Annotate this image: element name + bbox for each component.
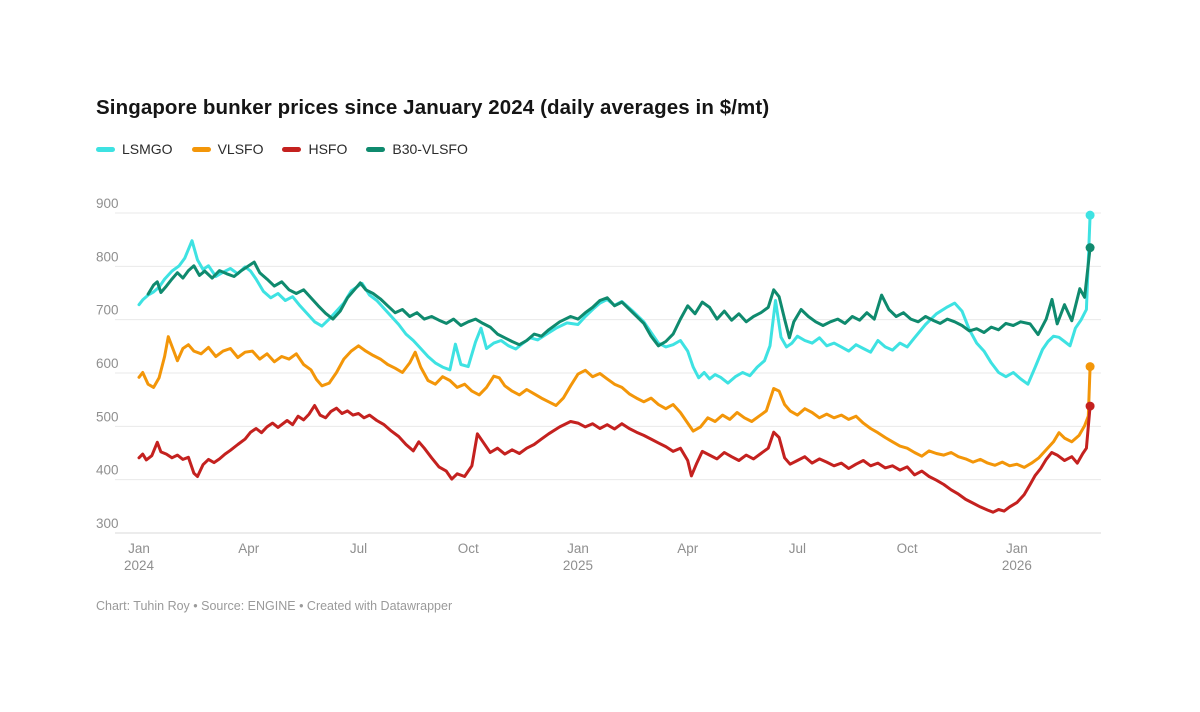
- legend-swatch-icon: [366, 146, 386, 152]
- x-tick-label-Jul: Jul: [789, 541, 806, 556]
- legend-swatch-icon: [96, 146, 115, 152]
- x-tick-year-2026: 2026: [1002, 558, 1032, 573]
- y-tick-label-600: 600: [96, 356, 119, 371]
- legend-item-lsmgo: LSMGO: [96, 141, 173, 157]
- series-line-LSMGO: [137, 213, 1092, 386]
- series-endpoint-B30-VLSFO: [1085, 243, 1095, 253]
- legend-label: B30-VLSFO: [392, 141, 468, 157]
- x-tick-label-Jan2024: Jan: [128, 541, 150, 556]
- x-tick-label-Oct: Oct: [458, 541, 479, 556]
- legend-item-hsfo: HSFO: [282, 141, 347, 157]
- series-line-B30-VLSFO: [146, 246, 1092, 348]
- series-line-VLSFO: [137, 335, 1092, 469]
- x-tick-label-Apr: Apr: [677, 541, 699, 556]
- x-tick-label-Apr: Apr: [238, 541, 260, 556]
- legend-item-b30-vlsfo: B30-VLSFO: [366, 141, 468, 157]
- y-tick-label-800: 800: [96, 249, 119, 264]
- y-tick-label-900: 900: [96, 196, 119, 211]
- series-endpoint-HSFO: [1085, 401, 1095, 411]
- legend-swatch-icon: [191, 146, 211, 152]
- chart-title: Singapore bunker prices since January 20…: [96, 96, 770, 119]
- series-endpoint-VLSFO: [1085, 362, 1095, 372]
- y-tick-label-700: 700: [96, 303, 119, 318]
- x-tick-label-Jul: Jul: [350, 541, 367, 556]
- chart-legend: LSMGO VLSFO HSFO B30-VLSFO: [96, 141, 468, 157]
- x-tick-label-Jan2025: Jan: [567, 541, 589, 556]
- y-tick-label-500: 500: [96, 409, 119, 424]
- legend-item-vlsfo: VLSFO: [191, 141, 264, 157]
- x-tick-label-Jan2026: Jan: [1006, 541, 1028, 556]
- x-tick-year-2025: 2025: [563, 558, 593, 573]
- legend-label: HSFO: [308, 141, 348, 157]
- series-endpoint-LSMGO: [1085, 210, 1095, 220]
- legend-label: LSMGO: [122, 141, 173, 157]
- series-line-HSFO: [137, 404, 1092, 514]
- x-tick-label-Oct: Oct: [897, 541, 918, 556]
- y-tick-label-400: 400: [96, 463, 119, 478]
- legend-swatch-icon: [282, 146, 302, 152]
- x-tick-year-2024: 2024: [124, 558, 155, 573]
- chart-byline: Chart: Tuhin Roy • Source: ENGINE • Crea…: [96, 599, 453, 613]
- legend-label: VLSFO: [217, 141, 264, 157]
- y-tick-label-300: 300: [96, 516, 119, 531]
